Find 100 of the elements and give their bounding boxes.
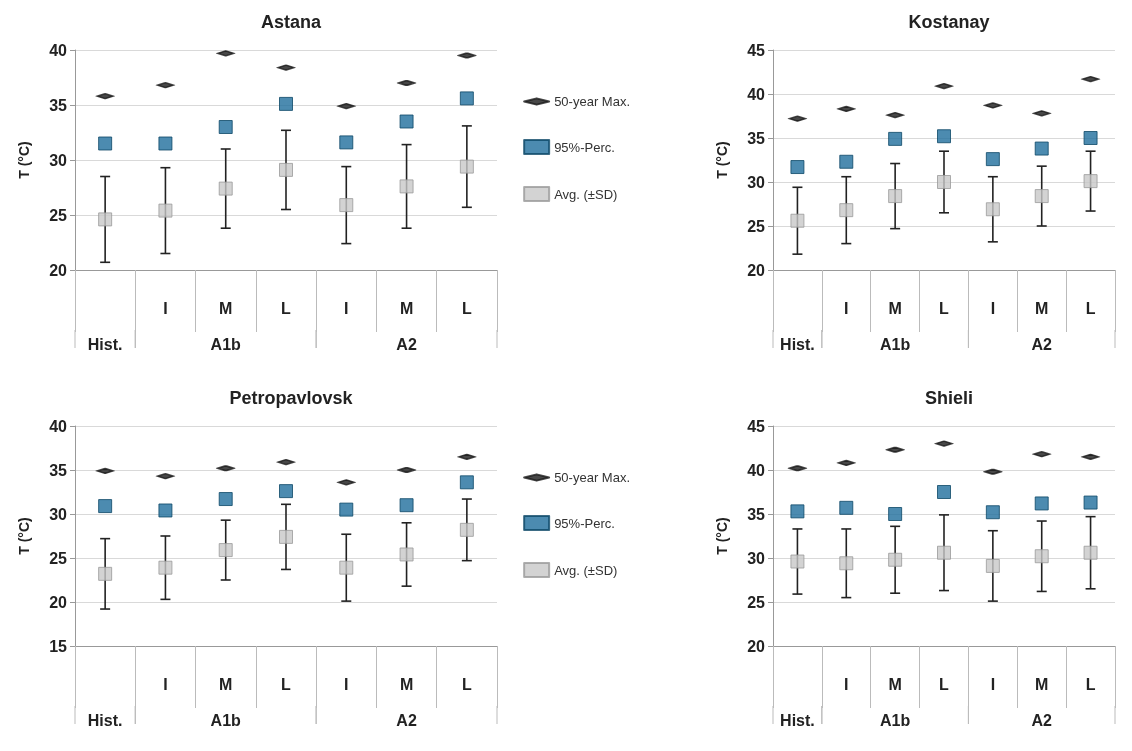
y-tick-label: 30 (747, 173, 766, 191)
point (985, 505, 1000, 520)
point (985, 558, 1000, 573)
x-tick-label: L (461, 675, 472, 693)
y-tick-label: 15 (49, 637, 68, 655)
x-tick-label: I (990, 299, 996, 317)
point (459, 475, 474, 490)
point (1034, 549, 1049, 564)
point (279, 484, 293, 499)
point (937, 129, 951, 144)
y-axis-title: T (°C) (714, 517, 730, 555)
point (1083, 131, 1098, 145)
y-tick-label: 20 (747, 637, 766, 655)
point (459, 159, 474, 174)
point (98, 136, 113, 151)
chart-title: Kostanay (908, 12, 990, 32)
legend-label: Avg. (±SD) (554, 186, 618, 202)
point (839, 556, 854, 571)
y-tick-label: 20 (747, 261, 766, 279)
y-axis-title: T (°C) (714, 141, 730, 179)
point (218, 120, 233, 134)
point (218, 543, 233, 558)
point (399, 498, 414, 513)
point (888, 552, 903, 567)
x-tick-label: M (1035, 299, 1049, 317)
point (888, 189, 903, 204)
point (399, 547, 414, 562)
x-tick-label: M (399, 675, 414, 693)
text: A1b (210, 711, 242, 729)
x-tick-label: I (844, 675, 849, 693)
point (937, 175, 951, 189)
legend-label: 50-year Max. (554, 470, 631, 485)
point (98, 566, 113, 581)
point (279, 529, 293, 544)
y-axis-title: T (°C) (16, 141, 32, 179)
legend-label: 50-year Max. (554, 94, 631, 109)
text: A2 (1031, 335, 1053, 353)
x-tick-label: M (399, 299, 414, 317)
point (1083, 174, 1098, 189)
y-tick-label: 35 (747, 129, 766, 147)
point (985, 152, 1000, 167)
text: A1b (880, 711, 911, 729)
text: A2 (1031, 711, 1053, 729)
x-tick-label: I (163, 675, 168, 693)
point (790, 554, 805, 569)
y-tick-label: 25 (747, 593, 766, 611)
point (218, 492, 233, 507)
point (839, 500, 854, 515)
text: A1b (210, 335, 242, 353)
x-tick-label: M (219, 299, 233, 317)
x-tick-label: M (1035, 675, 1049, 693)
y-tick-label: 20 (49, 593, 68, 611)
text: A2 (396, 711, 417, 729)
y-tick-label: 25 (747, 217, 766, 235)
point (985, 202, 1000, 217)
point (1083, 495, 1098, 510)
point (339, 135, 354, 150)
text: A2 (396, 335, 417, 353)
y-tick-label: 40 (747, 85, 766, 103)
point (279, 162, 293, 177)
point (399, 179, 414, 194)
point (888, 131, 903, 146)
point (790, 213, 805, 228)
point (1034, 141, 1049, 156)
y-tick-label: 35 (49, 461, 68, 479)
x-tick-label: M (888, 299, 902, 317)
x-tick-label: L (1085, 675, 1096, 693)
point (790, 504, 805, 519)
point (98, 499, 113, 514)
x-tick-label: M (219, 675, 233, 693)
legend-label: 95%-Perc. (554, 515, 615, 531)
y-tick-label: 30 (49, 151, 68, 169)
y-tick-label: 40 (49, 41, 68, 59)
y-tick-label: 35 (747, 505, 766, 523)
point (1034, 189, 1049, 204)
point (158, 503, 173, 518)
chart-title: Astana (260, 12, 322, 32)
x-tick-label: I (344, 675, 349, 693)
point (158, 203, 173, 218)
x-tick-label: L (939, 299, 950, 317)
point (790, 160, 805, 175)
text: A1b (880, 335, 911, 353)
y-tick-label: 30 (49, 505, 68, 523)
y-tick-label: 25 (49, 549, 68, 567)
point (279, 96, 293, 111)
point (1083, 545, 1098, 560)
x-tick-label: I (163, 299, 168, 317)
text: Hist. (780, 335, 815, 353)
text: Hist. (780, 711, 815, 729)
chart-title: Shieli (924, 388, 974, 408)
point (339, 560, 354, 575)
point (459, 522, 474, 537)
point (339, 502, 354, 517)
chart-title: Petropavlovsk (229, 388, 354, 408)
x-tick-label: M (888, 675, 902, 693)
point (839, 203, 854, 218)
x-tick-label: L (281, 675, 292, 693)
point (158, 560, 173, 575)
x-tick-label: I (990, 675, 996, 693)
y-tick-label: 40 (49, 417, 68, 435)
